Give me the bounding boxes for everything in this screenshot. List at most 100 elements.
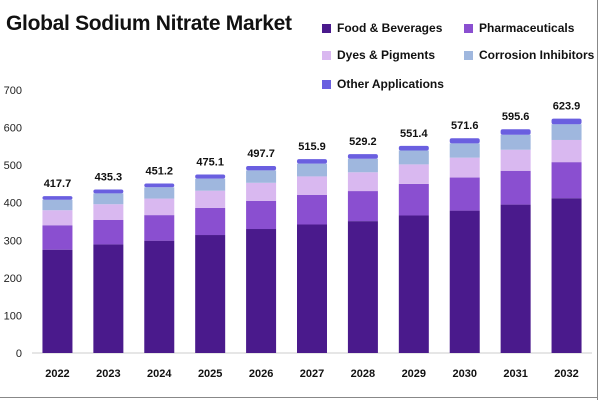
bar-segment-2022-other-applications xyxy=(42,196,73,200)
bar-segment-2025-corrosion-inhibitors xyxy=(195,178,226,191)
bar-segment-2024-other-applications xyxy=(144,183,175,188)
total-label-2027: 515.9 xyxy=(298,141,326,153)
total-label-2030: 571.6 xyxy=(451,120,479,132)
x-tick-label-2032: 2032 xyxy=(554,368,578,380)
bar-segment-2030-dyes-pigments xyxy=(449,157,480,178)
bar-segment-2030-other-applications xyxy=(449,138,480,144)
x-tick-label-2022: 2022 xyxy=(45,368,69,380)
bar-segment-2024-pharmaceuticals xyxy=(144,215,175,241)
frame-right-border xyxy=(597,0,598,400)
y-tick-label-400: 400 xyxy=(4,198,22,210)
bar-segment-2029-pharmaceuticals xyxy=(398,183,429,216)
chart-title: Global Sodium Nitrate Market xyxy=(6,12,292,35)
x-tick-label-2023: 2023 xyxy=(96,368,120,380)
legend-swatch-food-beverages xyxy=(322,23,331,33)
bar-segment-2029-dyes-pigments xyxy=(398,164,429,184)
bar-segment-2023-food-beverages xyxy=(93,244,124,353)
total-label-2023: 435.3 xyxy=(95,171,123,183)
bar-segment-2026-other-applications xyxy=(246,166,277,171)
bar-segment-2022-pharmaceuticals xyxy=(42,225,73,250)
bar-segment-2027-food-beverages xyxy=(297,224,327,353)
legend: Food & Beverages Pharmaceuticals Dyes & … xyxy=(322,20,598,100)
x-tick-label-2024: 2024 xyxy=(147,368,172,380)
bar-segment-2023-other-applications xyxy=(93,189,124,194)
bar-segment-2026-dyes-pigments xyxy=(246,182,277,201)
bar-segment-2028-food-beverages xyxy=(347,221,378,353)
bar-segment-2032-pharmaceuticals xyxy=(551,162,582,199)
bar-segment-2027-corrosion-inhibitors xyxy=(297,163,327,177)
y-tick-label-600: 600 xyxy=(4,123,22,135)
bar-segment-2024-food-beverages xyxy=(144,240,175,353)
y-tick-label-300: 300 xyxy=(4,235,22,247)
bar-segment-2030-food-beverages xyxy=(449,210,480,353)
y-tick-label-0: 0 xyxy=(16,348,22,360)
bar-segment-2026-pharmaceuticals xyxy=(246,200,277,230)
legend-swatch-other-applications xyxy=(322,79,331,89)
bar-segment-2032-other-applications xyxy=(551,118,582,125)
bar-segment-2023-corrosion-inhibitors xyxy=(93,193,124,205)
x-tick-label-2028: 2028 xyxy=(351,368,375,380)
total-label-2024: 451.2 xyxy=(146,165,174,177)
bar-segment-2028-other-applications xyxy=(347,154,378,159)
bar-segment-2028-dyes-pigments xyxy=(347,172,378,192)
total-label-2026: 497.7 xyxy=(247,148,275,160)
x-tick-label-2026: 2026 xyxy=(249,368,273,380)
x-tick-label-2027: 2027 xyxy=(300,368,324,380)
frame-bottom-border xyxy=(0,397,598,398)
x-tick-label-2025: 2025 xyxy=(198,368,222,380)
legend-item-food-beverages: Food & Beverages xyxy=(322,20,442,36)
y-tick-label-100: 100 xyxy=(4,310,22,322)
legend-swatch-dyes-pigments xyxy=(322,50,331,60)
bar-segment-2023-pharmaceuticals xyxy=(93,219,124,245)
legend-item-dyes-pigments: Dyes & Pigments xyxy=(322,47,435,63)
bar-segment-2032-food-beverages xyxy=(551,198,582,353)
bar-segment-2031-dyes-pigments xyxy=(500,149,531,171)
bar-segment-2032-dyes-pigments xyxy=(551,139,582,163)
bar-segment-2022-corrosion-inhibitors xyxy=(42,199,73,211)
y-tick-label-700: 700 xyxy=(4,85,22,97)
bar-segment-2027-other-applications xyxy=(297,159,327,164)
bar-segment-2025-pharmaceuticals xyxy=(195,207,226,236)
bar-segment-2031-pharmaceuticals xyxy=(500,170,531,205)
bar-segment-2029-food-beverages xyxy=(398,215,429,353)
bar-segment-2029-corrosion-inhibitors xyxy=(398,150,429,165)
total-label-2028: 529.2 xyxy=(349,136,377,148)
bar-segment-2032-corrosion-inhibitors xyxy=(551,124,582,140)
legend-item-other-applications: Other Applications xyxy=(322,76,444,92)
bar-segment-2031-food-beverages xyxy=(500,204,531,353)
legend-item-corrosion-inhibitors: Corrosion Inhibitors xyxy=(464,47,594,63)
total-label-2032: 623.9 xyxy=(553,101,581,113)
bar-segment-2029-other-applications xyxy=(398,145,429,151)
bar-segment-2024-dyes-pigments xyxy=(144,198,175,216)
x-tick-label-2029: 2029 xyxy=(402,368,426,380)
bar-segment-2026-food-beverages xyxy=(246,229,277,353)
legend-label-pharmaceuticals: Pharmaceuticals xyxy=(479,21,575,35)
legend-label-other-applications: Other Applications xyxy=(337,77,444,91)
bar-segment-2026-corrosion-inhibitors xyxy=(246,170,277,183)
bar-segment-2031-corrosion-inhibitors xyxy=(500,134,531,150)
legend-label-food-beverages: Food & Beverages xyxy=(337,21,443,35)
bar-segment-2030-pharmaceuticals xyxy=(449,177,480,211)
bar-segment-2031-other-applications xyxy=(500,129,531,135)
bar-segment-2025-other-applications xyxy=(195,174,226,179)
total-label-2031: 595.6 xyxy=(502,111,530,123)
legend-swatch-corrosion-inhibitors xyxy=(464,50,473,60)
y-tick-label-200: 200 xyxy=(4,273,22,285)
total-label-2022: 417.7 xyxy=(44,178,72,190)
legend-swatch-pharmaceuticals xyxy=(464,23,473,33)
y-tick-label-500: 500 xyxy=(4,160,22,172)
bar-segment-2028-corrosion-inhibitors xyxy=(347,158,378,173)
bar-segment-2028-pharmaceuticals xyxy=(347,191,378,222)
bar-segment-2022-food-beverages xyxy=(42,249,73,353)
bar-segment-2027-dyes-pigments xyxy=(297,176,327,195)
bar-segment-2022-dyes-pigments xyxy=(42,210,73,226)
x-tick-label-2030: 2030 xyxy=(452,368,476,380)
x-tick-label-2031: 2031 xyxy=(503,368,527,380)
bar-segment-2025-dyes-pigments xyxy=(195,190,226,208)
total-label-2025: 475.1 xyxy=(196,156,224,168)
bar-segment-2030-corrosion-inhibitors xyxy=(449,143,480,158)
legend-label-dyes-pigments: Dyes & Pigments xyxy=(337,48,436,62)
bar-segment-2027-pharmaceuticals xyxy=(297,194,327,225)
